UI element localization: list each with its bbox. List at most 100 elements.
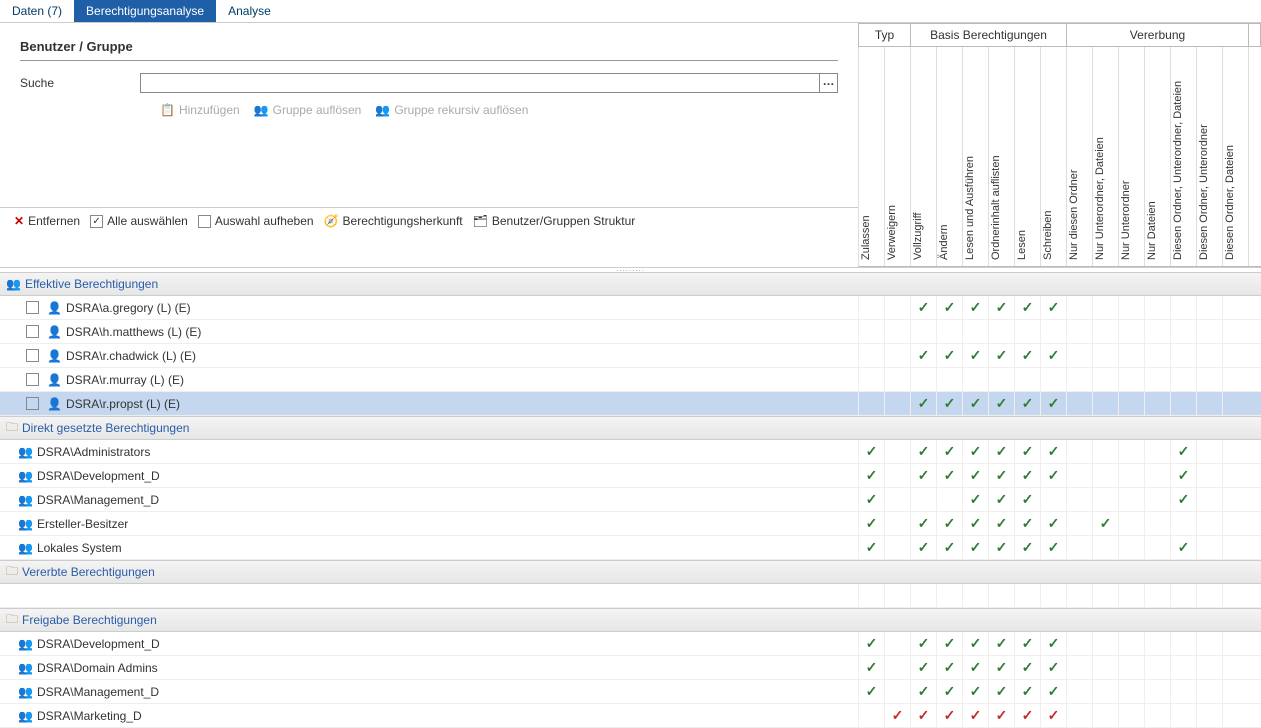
perm-cell: ✓ — [1170, 488, 1196, 511]
column-header-9[interactable]: Nur Unterordner, Dateien — [1093, 47, 1119, 266]
perm-cell — [1092, 464, 1118, 487]
column-header-3[interactable]: Ändern — [937, 47, 963, 266]
resolve-button[interactable]: 👥Gruppe auflösen — [254, 103, 362, 117]
perm-cell: ✓ — [1040, 512, 1066, 535]
perm-cell: ✓ — [1014, 440, 1040, 463]
structure-button[interactable]: 🗂Benutzer/Gruppen Struktur — [473, 214, 636, 228]
row-name-cell: 👥Lokales System — [0, 541, 858, 555]
tab-1[interactable]: Berechtigungsanalyse — [74, 0, 216, 22]
splitter[interactable] — [0, 267, 1261, 272]
perm-cell — [1222, 704, 1248, 727]
check-icon: ✓ — [918, 635, 930, 652]
check-icon: ✓ — [970, 347, 982, 364]
perm-cell — [1144, 368, 1170, 391]
perm-cell — [1066, 368, 1092, 391]
table-row[interactable]: 👥DSRA\Domain Admins✓✓✓✓✓✓✓ — [0, 656, 1261, 680]
perm-cell — [910, 368, 936, 391]
column-header-11[interactable]: Nur Dateien — [1145, 47, 1171, 266]
column-header-4[interactable]: Lesen und Ausführen — [963, 47, 989, 266]
section-header[interactable]: 🗀Direkt gesetzte Berechtigungen — [0, 416, 1261, 440]
check-icon: ✓ — [918, 659, 930, 676]
perm-cell — [1144, 440, 1170, 463]
table-row[interactable]: 👥DSRA\Development_D✓✓✓✓✓✓✓ — [0, 632, 1261, 656]
perm-cell: ✓ — [936, 512, 962, 535]
check-icon: ✓ — [1022, 515, 1034, 532]
tab-2[interactable]: Analyse — [216, 0, 283, 22]
perm-cell — [1196, 680, 1222, 703]
check-icon: ✓ — [1100, 515, 1112, 532]
check-icon: ✓ — [996, 539, 1008, 556]
perm-cell — [1222, 464, 1248, 487]
column-header-10[interactable]: Nur Unterordner — [1119, 47, 1145, 266]
row-name-cell: 👥DSRA\Development_D — [0, 637, 858, 651]
column-group-header: TypBasis BerechtigungenVererbung — [858, 23, 1261, 47]
perm-cell: ✓ — [858, 464, 884, 487]
perm-cell: ✓ — [936, 656, 962, 679]
tab-0[interactable]: Daten (7) — [0, 0, 74, 22]
perm-cell — [1092, 344, 1118, 367]
perm-cell — [1040, 488, 1066, 511]
clear-selection-button[interactable]: Auswahl aufheben — [198, 214, 314, 228]
select-all-button[interactable]: Alle auswählen — [90, 214, 188, 228]
add-button[interactable]: 📋Hinzufügen — [160, 103, 240, 117]
perm-cell — [1118, 296, 1144, 319]
column-header-2[interactable]: Vollzugriff — [911, 47, 937, 266]
search-browse-button[interactable]: … — [819, 74, 837, 92]
table-row[interactable]: 👥DSRA\Marketing_D✓✓✓✓✓✓✓ — [0, 704, 1261, 728]
section-header[interactable]: 🗀Freigabe Berechtigungen — [0, 608, 1261, 632]
perm-cell: ✓ — [1170, 464, 1196, 487]
column-header-0[interactable]: Zulassen — [859, 47, 885, 266]
resolve-rec-button[interactable]: 👥Gruppe rekursiv auflösen — [375, 103, 528, 117]
section-header[interactable]: 🗀Vererbte Berechtigungen — [0, 560, 1261, 584]
table-row[interactable]: 👤DSRA\r.propst (L) (E)✓✓✓✓✓✓ — [0, 392, 1261, 416]
perm-cell: ✓ — [1040, 296, 1066, 319]
check-icon: ✓ — [944, 539, 956, 556]
table-row[interactable]: 👥DSRA\Management_D✓✓✓✓✓ — [0, 488, 1261, 512]
perm-cell — [1118, 704, 1144, 727]
perm-cell: ✓ — [910, 512, 936, 535]
table-row[interactable] — [0, 584, 1261, 608]
perm-origin-button[interactable]: 🧭Berechtigungsherkunft — [324, 214, 463, 228]
perm-cell: ✓ — [988, 632, 1014, 655]
perm-cell — [1222, 488, 1248, 511]
perm-cell — [1092, 656, 1118, 679]
column-header-5[interactable]: Ordnerinhalt auflisten — [989, 47, 1015, 266]
table-row[interactable]: 👥DSRA\Development_D✓✓✓✓✓✓✓✓ — [0, 464, 1261, 488]
remove-button[interactable]: ✕Entfernen — [14, 214, 80, 228]
row-checkbox[interactable] — [26, 373, 39, 386]
table-row[interactable]: 👥Lokales System✓✓✓✓✓✓✓✓ — [0, 536, 1261, 560]
column-header-12[interactable]: Diesen Ordner, Unterordner, Dateien — [1171, 47, 1197, 266]
perm-cell: ✓ — [1014, 296, 1040, 319]
search-input[interactable] — [141, 74, 819, 92]
section-header[interactable]: 👥Effektive Berechtigungen — [0, 272, 1261, 296]
column-header-7[interactable]: Schreiben — [1041, 47, 1067, 266]
row-checkbox[interactable] — [26, 349, 39, 362]
table-row[interactable]: 👥DSRA\Management_D✓✓✓✓✓✓✓ — [0, 680, 1261, 704]
column-header-13[interactable]: Diesen Ordner, Unterordner — [1197, 47, 1223, 266]
column-header-1[interactable]: Verweigern — [885, 47, 911, 266]
column-header-6[interactable]: Lesen — [1015, 47, 1041, 266]
row-checkbox[interactable] — [26, 325, 39, 338]
table-row[interactable]: 👤DSRA\a.gregory (L) (E)✓✓✓✓✓✓ — [0, 296, 1261, 320]
perm-cell — [988, 368, 1014, 391]
check-icon: ✓ — [866, 515, 878, 532]
table-row[interactable]: 👤DSRA\h.matthews (L) (E) — [0, 320, 1261, 344]
column-header-8[interactable]: Nur diesen Ordner — [1067, 47, 1093, 266]
table-row[interactable]: 👤DSRA\r.chadwick (L) (E)✓✓✓✓✓✓ — [0, 344, 1261, 368]
perm-cell — [1144, 320, 1170, 343]
check-icon: ✓ — [1178, 491, 1190, 508]
table-row[interactable]: 👤DSRA\r.murray (L) (E) — [0, 368, 1261, 392]
column-header-14[interactable]: Diesen Ordner, Dateien — [1223, 47, 1249, 266]
check-icon: ✓ — [996, 467, 1008, 484]
check-icon: ✓ — [996, 515, 1008, 532]
perm-cell — [936, 488, 962, 511]
table-row[interactable]: 👥Ersteller-Besitzer✓✓✓✓✓✓✓✓ — [0, 512, 1261, 536]
row-checkbox[interactable] — [26, 301, 39, 314]
check-icon: ✓ — [996, 299, 1008, 316]
perm-cell: ✓ — [1040, 536, 1066, 559]
check-icon: ✓ — [970, 635, 982, 652]
group-icon: 👥 — [18, 685, 33, 699]
row-checkbox[interactable] — [26, 397, 39, 410]
table-row[interactable]: 👥DSRA\Administrators✓✓✓✓✓✓✓✓ — [0, 440, 1261, 464]
perm-cell: ✓ — [962, 392, 988, 415]
